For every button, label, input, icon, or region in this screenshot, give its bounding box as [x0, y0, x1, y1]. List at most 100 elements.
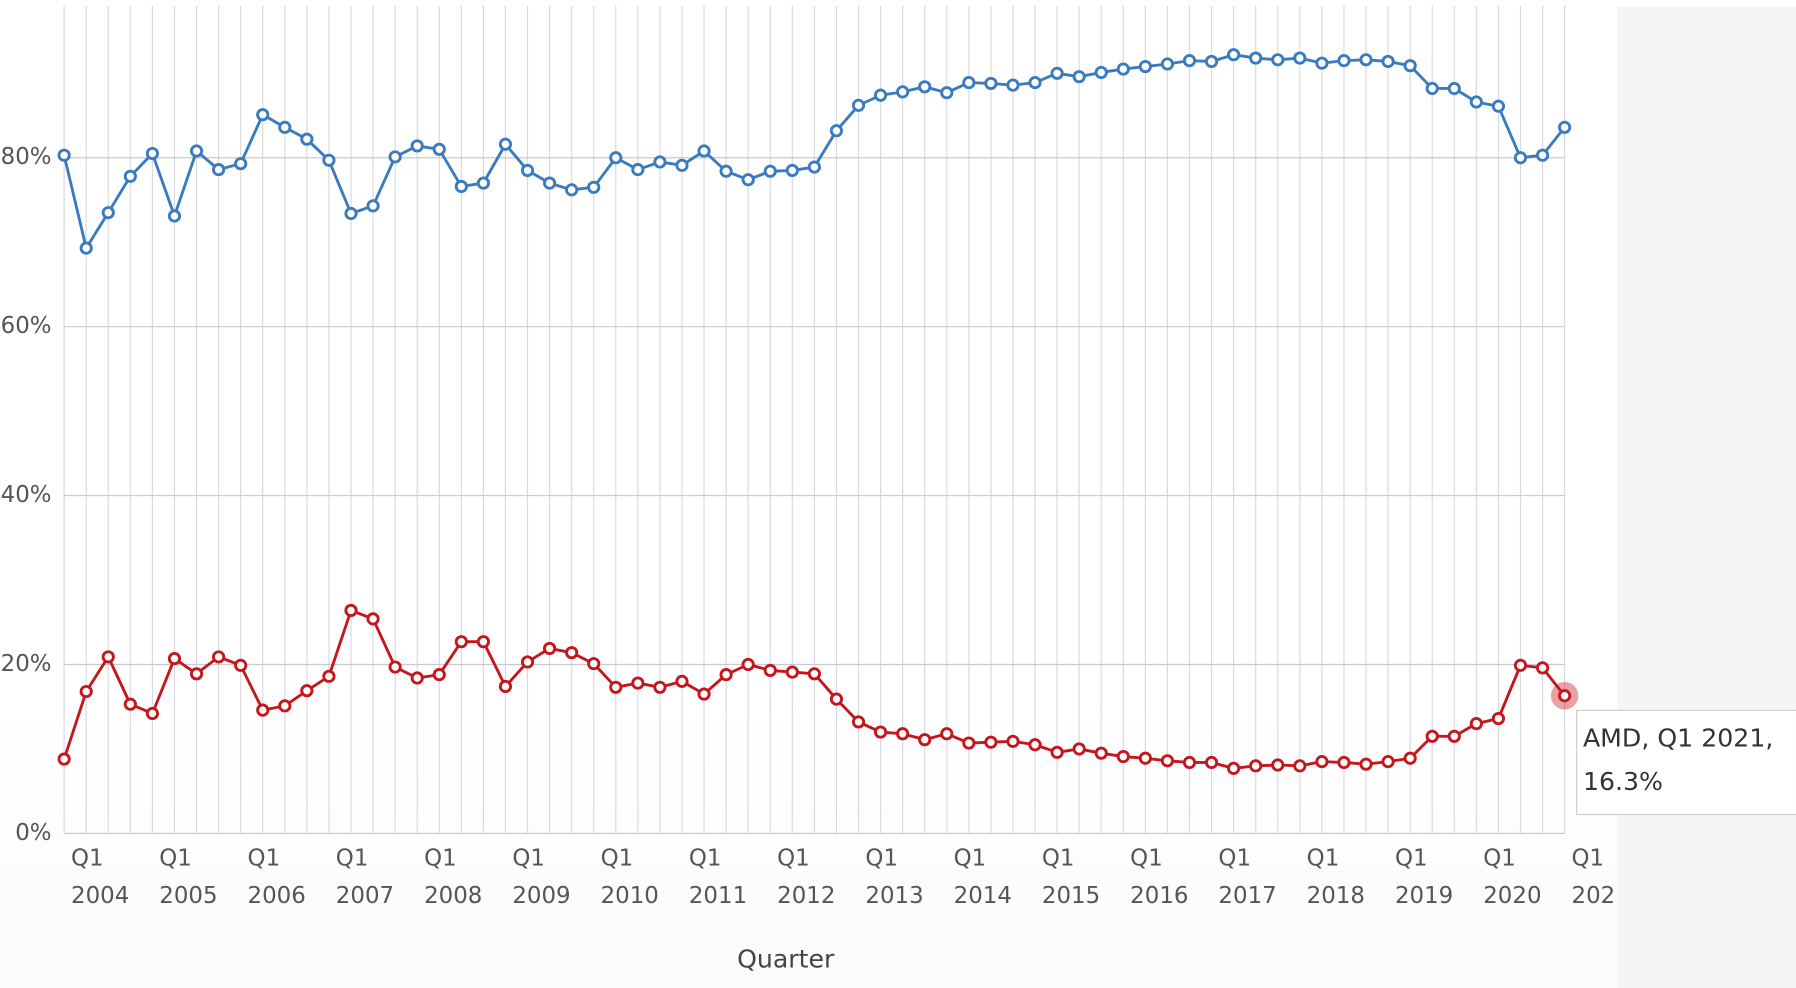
point: [1403, 751, 1417, 765]
point: [1182, 755, 1197, 770]
point: [940, 86, 954, 100]
point: [454, 179, 468, 194]
point: [322, 153, 336, 167]
point: [1513, 658, 1528, 672]
point: [851, 98, 866, 112]
point: [300, 684, 314, 698]
point: [1535, 661, 1550, 675]
point: [212, 650, 226, 664]
y-tick-label: 0%: [15, 820, 51, 846]
point: [410, 139, 424, 153]
x-tick-label: Q1 2012: [777, 843, 836, 909]
x-tick-label: Q1 2004: [71, 843, 130, 909]
point: [741, 173, 755, 187]
y-tick-label: 80%: [1, 144, 52, 170]
x-tick-label: Q1 2021: [1571, 843, 1616, 909]
point: [675, 158, 689, 172]
point: [1447, 729, 1461, 743]
point: [145, 146, 159, 161]
point: [167, 652, 182, 666]
point: [1182, 54, 1197, 68]
point: [1028, 738, 1042, 752]
point: [1006, 734, 1020, 748]
point: [631, 676, 645, 690]
point: [1138, 59, 1152, 74]
point: [189, 144, 204, 158]
point: [1513, 151, 1528, 165]
y-tick-label: 60%: [1, 313, 52, 339]
point: [101, 650, 115, 664]
x-tick-label: Q1 2007: [335, 843, 395, 909]
point: [1160, 57, 1175, 71]
y-tick-label: 20%: [1, 651, 52, 677]
point: [873, 725, 888, 739]
point: [1116, 749, 1130, 764]
point: [1204, 54, 1219, 69]
point: [609, 151, 623, 165]
point: [344, 603, 358, 618]
point: [785, 163, 799, 178]
point: [1337, 54, 1351, 68]
point: [1072, 742, 1086, 756]
point: [79, 684, 93, 699]
point: [1469, 95, 1483, 109]
x-tick-label: Q1 2020: [1483, 843, 1542, 909]
x-tick-label: Q1 2006: [247, 843, 306, 909]
point: [432, 142, 446, 156]
point: [498, 679, 513, 694]
point: [896, 85, 910, 99]
x-tick-label: Q1 2019: [1394, 843, 1454, 909]
point: [896, 727, 910, 741]
point: [432, 668, 446, 682]
point: [631, 162, 645, 177]
point: [1271, 758, 1285, 772]
point: [807, 160, 821, 174]
point: [719, 164, 733, 178]
x-tick-label: Q1 2016: [1130, 843, 1189, 909]
point: [1359, 757, 1373, 771]
point: [543, 641, 557, 656]
point: [1249, 759, 1263, 773]
point: [234, 658, 248, 672]
point: [1094, 746, 1108, 760]
point: [388, 150, 402, 164]
x-tick-label: Q1 2015: [1041, 843, 1101, 909]
y-tick-label: 40%: [1, 482, 52, 508]
point: [962, 75, 976, 90]
point: [520, 655, 535, 669]
point: [256, 703, 270, 717]
point: [829, 124, 844, 138]
point: [1535, 148, 1550, 162]
point: [785, 665, 799, 679]
point: [1381, 755, 1395, 769]
point: [1425, 81, 1439, 96]
point: [1293, 51, 1307, 65]
point: [1337, 755, 1351, 770]
x-tick-label: Q1 2017: [1218, 843, 1277, 909]
point: [454, 635, 468, 649]
point: [1160, 754, 1175, 768]
point: [145, 706, 159, 721]
point: [57, 148, 71, 162]
point: [1558, 689, 1572, 703]
point: [1558, 120, 1572, 134]
point: [388, 660, 402, 674]
point: [212, 162, 226, 177]
point: [719, 668, 733, 682]
point: [918, 80, 932, 94]
point: [1050, 745, 1064, 759]
x-axis-title: Quarter: [737, 945, 835, 975]
point: [1293, 759, 1307, 773]
x-tick-label: Q1 2009: [512, 843, 571, 909]
point: [763, 663, 777, 677]
point: [1094, 65, 1108, 80]
point: [278, 699, 292, 713]
point: [1227, 48, 1241, 62]
point: [1138, 751, 1152, 765]
point: [520, 163, 535, 178]
x-tick-label: Q1 2011: [688, 843, 748, 909]
point: [741, 657, 755, 672]
